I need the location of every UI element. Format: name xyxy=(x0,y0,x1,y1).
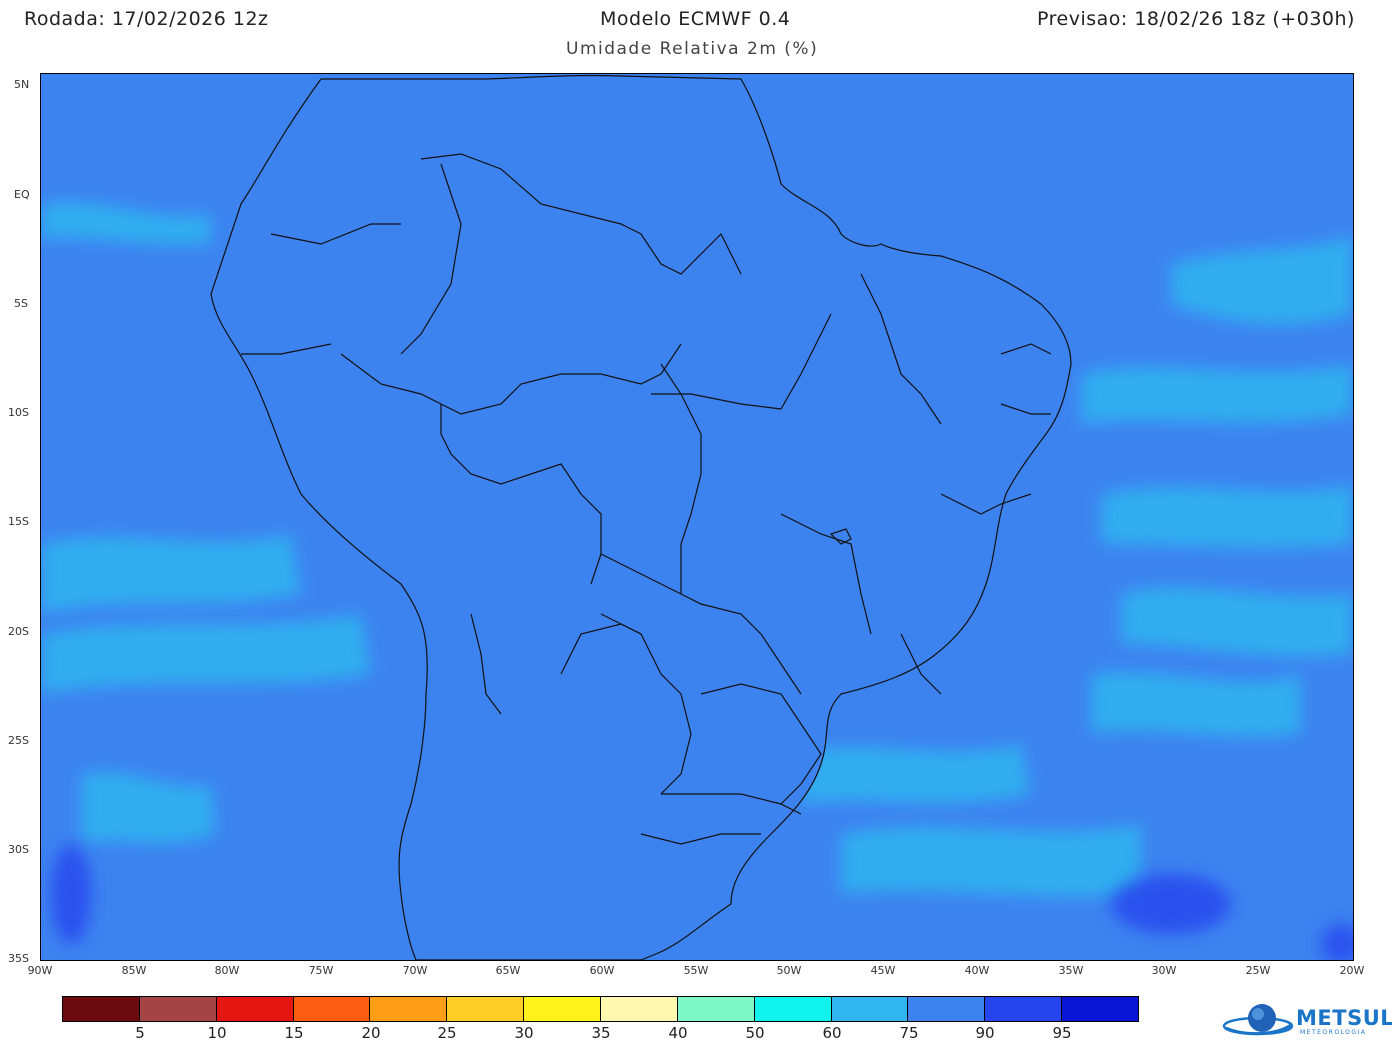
map-canvas xyxy=(41,74,1353,960)
lon-label: 60W xyxy=(589,964,615,977)
colorbar-label: 40 xyxy=(668,1024,688,1042)
lon-label: 45W xyxy=(870,964,896,977)
model-name: Modelo ECMWF 0.4 xyxy=(600,8,791,30)
colorbar-label: 75 xyxy=(899,1024,919,1042)
colorbar-swatch xyxy=(601,997,678,1021)
colorbar-swatch xyxy=(370,997,448,1021)
humidity-map[interactable] xyxy=(40,73,1354,961)
lon-label: 80W xyxy=(214,964,240,977)
lat-label: 5S xyxy=(14,297,28,310)
colorbar-swatch xyxy=(908,997,986,1021)
colorbar-label: 90 xyxy=(975,1024,995,1042)
lat-label: EQ xyxy=(14,188,30,201)
variable-title: Umidade Relativa 2m (%) xyxy=(566,39,819,59)
colorbar-swatch xyxy=(216,997,294,1021)
lon-label: 85W xyxy=(121,964,147,977)
lat-label: 15S xyxy=(8,515,29,528)
lon-label: 70W xyxy=(402,964,428,977)
lat-label: 20S xyxy=(8,625,29,638)
colorbar-label: 25 xyxy=(437,1024,457,1042)
colorbar-label: 5 xyxy=(135,1024,145,1042)
lon-label: 30W xyxy=(1151,964,1177,977)
colorbar-label: 50 xyxy=(745,1024,765,1042)
colorbar-label: 30 xyxy=(514,1024,534,1042)
lat-label: 5N xyxy=(14,78,30,91)
lon-label: 90W xyxy=(27,964,53,977)
colorbar-swatch xyxy=(754,997,832,1021)
lat-label: 30S xyxy=(8,843,29,856)
colorbar-swatch xyxy=(524,997,602,1021)
lon-label: 25W xyxy=(1245,964,1271,977)
lon-label: 35W xyxy=(1058,964,1084,977)
lon-label: 20W xyxy=(1339,964,1365,977)
ocean-moisture-bands xyxy=(41,201,1353,897)
globe-icon xyxy=(1222,1004,1294,1036)
logo-tagline: METEOROLOGIA xyxy=(1300,1029,1367,1036)
forecast-time: Previsao: 18/02/26 18z (+030h) xyxy=(1037,8,1355,30)
colorbar-label: 95 xyxy=(1052,1024,1072,1042)
colorbar-swatch xyxy=(1062,997,1139,1021)
colorbar-label: 20 xyxy=(361,1024,381,1042)
lon-label: 40W xyxy=(964,964,990,977)
lon-label: 55W xyxy=(683,964,709,977)
colorbar-label: 35 xyxy=(591,1024,611,1042)
colorbar-legend xyxy=(62,996,1139,1022)
logo-name: METSUL xyxy=(1296,1006,1392,1030)
colorbar-swatch xyxy=(139,997,217,1021)
colorbar-label: 15 xyxy=(284,1024,304,1042)
colorbar-label: 60 xyxy=(822,1024,842,1042)
lon-label: 75W xyxy=(308,964,334,977)
colorbar-swatch xyxy=(447,997,525,1021)
lat-label: 25S xyxy=(8,734,29,747)
colorbar-label: 10 xyxy=(207,1024,227,1042)
metsul-logo: METSUL METEOROLOGIA xyxy=(1222,1002,1392,1042)
lon-label: 65W xyxy=(495,964,521,977)
colorbar-swatch xyxy=(831,997,909,1021)
lat-label: 35S xyxy=(8,952,29,965)
colorbar-swatch xyxy=(63,997,140,1021)
run-time: Rodada: 17/02/2026 12z xyxy=(24,8,269,30)
ocean-dark-patches xyxy=(51,844,1353,960)
lat-label: 10S xyxy=(8,406,29,419)
colorbar-swatch xyxy=(293,997,371,1021)
colorbar-swatch xyxy=(985,997,1063,1021)
lon-label: 50W xyxy=(776,964,802,977)
political-borders xyxy=(210,74,1072,960)
colorbar-swatch xyxy=(677,997,755,1021)
